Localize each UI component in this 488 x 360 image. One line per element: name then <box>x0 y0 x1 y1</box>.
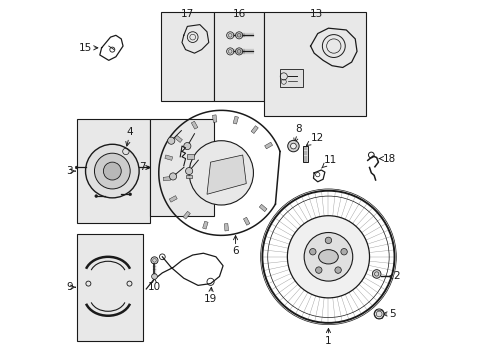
Circle shape <box>95 195 98 198</box>
Text: 8: 8 <box>293 124 302 143</box>
Circle shape <box>167 137 175 144</box>
Text: 12: 12 <box>306 133 323 145</box>
Text: 16: 16 <box>232 9 245 19</box>
Circle shape <box>183 143 190 150</box>
Text: 19: 19 <box>203 287 217 303</box>
Circle shape <box>290 143 296 149</box>
Circle shape <box>235 48 242 55</box>
Text: 1: 1 <box>325 328 331 346</box>
Bar <box>243 217 249 225</box>
Text: 5: 5 <box>382 309 395 319</box>
Text: 18: 18 <box>379 154 395 163</box>
Circle shape <box>334 267 341 273</box>
Bar <box>264 12 365 116</box>
Text: 11: 11 <box>321 156 336 168</box>
Text: 7: 7 <box>139 162 150 172</box>
Bar <box>233 116 238 124</box>
Bar <box>191 121 198 129</box>
Circle shape <box>309 248 315 255</box>
Bar <box>212 115 217 122</box>
Circle shape <box>146 166 149 169</box>
Text: 10: 10 <box>147 278 161 292</box>
Text: 13: 13 <box>309 9 322 19</box>
Text: 14: 14 <box>284 79 297 89</box>
Bar <box>187 154 194 158</box>
Circle shape <box>128 193 131 196</box>
Bar <box>214 12 264 102</box>
Bar <box>264 142 272 149</box>
Text: 9: 9 <box>66 282 76 292</box>
Bar <box>185 175 192 178</box>
Circle shape <box>287 216 369 298</box>
Bar <box>77 119 149 223</box>
Bar <box>160 12 214 102</box>
Bar <box>164 155 172 160</box>
Polygon shape <box>206 155 246 194</box>
Text: 17: 17 <box>181 9 194 19</box>
Circle shape <box>94 153 130 189</box>
Circle shape <box>315 267 321 273</box>
Circle shape <box>103 162 121 180</box>
Text: 4: 4 <box>125 127 133 146</box>
Text: 3: 3 <box>66 166 76 176</box>
Circle shape <box>85 144 139 198</box>
Polygon shape <box>303 146 307 162</box>
Circle shape <box>151 257 158 264</box>
Bar <box>149 119 214 216</box>
Circle shape <box>340 248 346 255</box>
Circle shape <box>304 233 352 281</box>
Circle shape <box>151 274 157 279</box>
Text: 15: 15 <box>79 43 98 53</box>
Bar <box>224 224 228 231</box>
Circle shape <box>235 32 242 39</box>
Bar <box>259 204 266 212</box>
Bar <box>77 234 142 341</box>
Circle shape <box>185 167 192 175</box>
Circle shape <box>373 309 384 319</box>
Bar <box>183 211 190 219</box>
Circle shape <box>325 237 331 244</box>
Bar <box>279 68 302 87</box>
Text: 2: 2 <box>388 271 400 282</box>
Circle shape <box>287 140 299 152</box>
Circle shape <box>226 32 233 39</box>
Circle shape <box>226 48 233 55</box>
Bar <box>250 126 258 134</box>
Circle shape <box>372 270 380 278</box>
Bar <box>174 135 182 143</box>
Circle shape <box>189 141 253 205</box>
Ellipse shape <box>318 249 338 264</box>
Bar <box>202 221 208 229</box>
Text: 6: 6 <box>232 235 239 256</box>
Circle shape <box>169 173 176 180</box>
Bar <box>169 195 177 202</box>
Circle shape <box>75 166 78 169</box>
Bar <box>163 176 170 181</box>
